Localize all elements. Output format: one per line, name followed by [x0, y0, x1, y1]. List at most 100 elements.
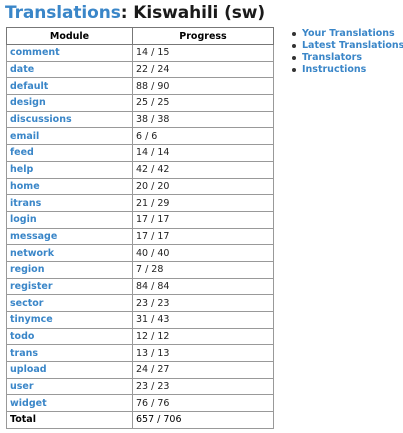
progress-cell: 31 / 43 [132, 311, 274, 329]
module-cell: comment [6, 44, 133, 62]
table-row: home 20 / 20 [6, 177, 274, 196]
progress-column-header: Progress [132, 27, 274, 45]
module-cell: itrans [6, 194, 133, 212]
progress-cell: 20 / 20 [132, 177, 274, 196]
module-link-register[interactable]: register [10, 280, 53, 292]
progress-cell: 88 / 90 [132, 77, 274, 96]
table-row: date 22 / 24 [6, 60, 274, 79]
progress-cell: 7 / 28 [132, 260, 274, 279]
progress-cell: 21 / 29 [132, 194, 274, 212]
bullet-icon [292, 68, 296, 72]
table-row: sector 23 / 23 [6, 294, 274, 312]
module-link-user[interactable]: user [10, 381, 34, 393]
table-row: region 7 / 28 [6, 260, 274, 279]
table-row: upload 24 / 27 [6, 361, 274, 379]
progress-cell: 25 / 25 [132, 94, 274, 112]
progress-cell: 23 / 23 [132, 377, 274, 396]
bullet-icon [292, 56, 296, 60]
progress-cell: 40 / 40 [132, 244, 274, 262]
latest-translations-link[interactable]: Latest Translations [302, 40, 403, 51]
module-cell: help [6, 160, 133, 179]
module-link-default[interactable]: default [10, 80, 49, 92]
sidebar-list-item: Translators [290, 52, 403, 64]
module-link-message[interactable]: message [10, 230, 58, 242]
table-row: login 17 / 17 [6, 210, 274, 229]
progress-cell: 14 / 14 [132, 144, 274, 162]
module-link-trans[interactable]: trans [10, 347, 39, 359]
module-cell: home [6, 177, 133, 196]
translations-link[interactable]: Translations [5, 3, 121, 23]
table-row: itrans 21 / 29 [6, 194, 274, 212]
table-row: trans 13 / 13 [6, 344, 274, 363]
table-row: network 40 / 40 [6, 244, 274, 262]
table-row: todo 12 / 12 [6, 327, 274, 346]
module-link-network[interactable]: network [10, 247, 55, 259]
bullet-icon [292, 44, 296, 48]
instructions-link[interactable]: Instructions [302, 64, 367, 75]
module-link-help[interactable]: help [10, 164, 34, 176]
translators-link[interactable]: Translators [302, 52, 363, 63]
progress-cell: 17 / 17 [132, 227, 274, 246]
module-link-todo[interactable]: todo [10, 331, 35, 343]
progress-cell: 38 / 38 [132, 110, 274, 129]
table-row: help 42 / 42 [6, 160, 274, 179]
module-link-home[interactable]: home [10, 180, 40, 192]
table-row: default 88 / 90 [6, 77, 274, 96]
module-link-upload[interactable]: upload [10, 364, 47, 376]
table-row: message 17 / 17 [6, 227, 274, 246]
module-cell: user [6, 377, 133, 396]
progress-cell: 12 / 12 [132, 327, 274, 346]
your-translations-link[interactable]: Your Translations [302, 28, 395, 39]
module-cell: tinymce [6, 311, 133, 329]
module-cell: message [6, 227, 133, 246]
progress-cell: 13 / 13 [132, 344, 274, 363]
module-link-itrans[interactable]: itrans [10, 197, 42, 209]
table-row: email 6 / 6 [6, 127, 274, 146]
module-link-date[interactable]: date [10, 64, 35, 76]
progress-cell: 23 / 23 [132, 294, 274, 312]
progress-cell: 24 / 27 [132, 361, 274, 379]
progress-cell: 22 / 24 [132, 60, 274, 79]
progress-cell: 42 / 42 [132, 160, 274, 179]
module-link-region[interactable]: region [10, 264, 45, 276]
module-link-feed[interactable]: feed [10, 147, 34, 159]
table-row: discussions 38 / 38 [6, 110, 274, 129]
module-link-tinymce[interactable]: tinymce [10, 314, 53, 326]
module-link-discussions[interactable]: discussions [10, 114, 72, 126]
module-cell: default [6, 77, 133, 96]
module-link-design[interactable]: design [10, 97, 46, 109]
page-title-separator: : [120, 3, 134, 23]
module-cell: region [6, 260, 133, 279]
table-row: comment 14 / 15 [6, 44, 274, 62]
module-column-header: Module [6, 27, 133, 45]
module-link-login[interactable]: login [10, 214, 37, 226]
module-link-comment[interactable]: comment [10, 47, 60, 59]
module-cell: feed [6, 144, 133, 162]
progress-cell: 6 / 6 [132, 127, 274, 146]
module-cell: upload [6, 361, 133, 379]
table-header-row: Module Progress [6, 27, 274, 45]
progress-cell: 76 / 76 [132, 394, 274, 413]
module-cell: widget [6, 394, 133, 413]
table-row: tinymce 31 / 43 [6, 311, 274, 329]
module-cell: date [6, 60, 133, 79]
bullet-icon [292, 32, 296, 36]
translation-progress-table: Module Progress comment 14 / 15 date 22 / 2… [6, 27, 274, 429]
progress-cell: 17 / 17 [132, 210, 274, 229]
module-cell: login [6, 210, 133, 229]
sidebar-links: Your Translations Latest Translations Tran… [290, 28, 403, 76]
module-link-email[interactable]: email [10, 130, 40, 142]
module-link-sector[interactable]: sector [10, 297, 44, 309]
total-label: Total [6, 411, 133, 429]
module-cell: discussions [6, 110, 133, 129]
page-title-language: Kiswahili (sw) [133, 3, 266, 23]
module-cell: sector [6, 294, 133, 312]
table-row: widget 76 / 76 [6, 394, 274, 413]
table-row: user 23 / 23 [6, 377, 274, 396]
progress-cell: 14 / 15 [132, 44, 274, 62]
progress-cell: 84 / 84 [132, 277, 274, 296]
table-row: register 84 / 84 [6, 277, 274, 296]
module-link-widget[interactable]: widget [10, 397, 47, 409]
module-cell: email [6, 127, 133, 146]
sidebar-list-item: Latest Translations [290, 40, 403, 52]
